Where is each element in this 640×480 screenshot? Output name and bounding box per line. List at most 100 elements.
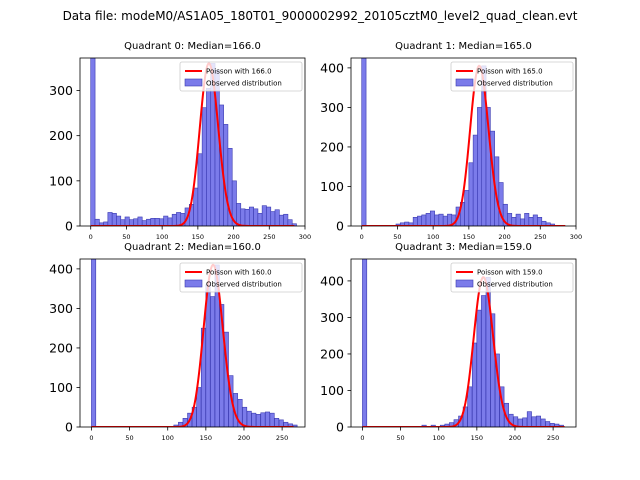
x-tick-label: 50 [396, 434, 404, 442]
legend-box [179, 61, 303, 92]
y-tick-label: 400 [49, 261, 73, 276]
histogram-bar [257, 213, 263, 226]
quadrant-0-panel: 0 50 100 150 200 250 300 0 100 200 300 Quadrant 0: … [49, 41, 311, 241]
histogram-bar [532, 214, 538, 226]
x-tick-label: 0 [360, 434, 364, 442]
x-tick-label: 250 [276, 434, 288, 442]
y-tick-label: 100 [320, 383, 344, 398]
figure-title: Data file: modeM0/AS1A05_180T01_90000029… [62, 9, 578, 23]
y-tick-label: 100 [49, 380, 73, 395]
histogram-bar [193, 187, 199, 226]
poisson-curve [362, 276, 565, 427]
histogram-bar [244, 208, 250, 226]
legend-label: Observed distribution [477, 281, 553, 289]
histogram-bar [515, 213, 521, 226]
histogram-bar [201, 107, 207, 226]
histogram-bar [150, 218, 156, 226]
histogram-bar [146, 218, 152, 226]
histogram-bar [253, 208, 259, 226]
histogram-bar [278, 214, 284, 226]
legend-bar-swatch [184, 78, 203, 87]
histogram-bar [362, 259, 368, 427]
axes-frame [79, 57, 306, 227]
axes-frame [350, 57, 577, 227]
poisson-curve [90, 62, 295, 226]
axes-frame [79, 258, 306, 428]
histogram-bar [94, 218, 100, 226]
histogram-bar [442, 215, 448, 226]
histogram-bar [107, 212, 113, 226]
y-tick-label: 300 [320, 310, 344, 325]
y-tick-label: 400 [320, 60, 344, 75]
histogram-bar [255, 414, 261, 427]
y-tick-label: 0 [336, 420, 344, 435]
legend: Poisson with 165.0 Observed distribution [450, 61, 574, 92]
y-tick-label: 100 [49, 173, 73, 188]
histogram-bar [137, 216, 143, 226]
legend-box [179, 262, 303, 293]
histogram-bar [269, 412, 275, 427]
x-tick-label: 200 [498, 233, 510, 241]
x-tick-label: 50 [122, 233, 130, 241]
legend-label: Poisson with 166.0 [206, 68, 272, 76]
panel-title: Quadrant 3: Median=159.0 [395, 242, 532, 253]
x-tick-label: 100 [427, 233, 439, 241]
histogram-bar [274, 209, 280, 226]
histogram-bar [124, 216, 130, 226]
legend-label: Observed distribution [206, 80, 282, 88]
histogram-bar [522, 417, 528, 427]
histogram-bar [361, 58, 367, 226]
x-tick-label: 250 [534, 233, 546, 241]
histogram-bar [476, 309, 482, 427]
y-tick-label: 200 [49, 128, 73, 143]
histogram-bar [438, 213, 444, 226]
panel-title: Quadrant 1: Median=165.0 [395, 41, 532, 52]
x-tick-label: 200 [238, 434, 250, 442]
histogram-bars [361, 58, 555, 226]
x-tick-label: 0 [89, 434, 93, 442]
legend: Poisson with 159.0 Observed distribution [450, 262, 574, 293]
histogram-bar [261, 205, 267, 226]
histogram-bar [425, 213, 431, 226]
panel-title: Quadrant 2: Median=160.0 [124, 242, 261, 253]
x-tick-label: 300 [570, 233, 582, 241]
histogram-bar [481, 295, 487, 427]
histogram-bar [519, 218, 525, 226]
histogram-bar [417, 215, 423, 226]
quadrant-1-panel: 0 50 100 150 200 250 300 0 100 200 300 400 Quadrant … [320, 41, 582, 241]
quadrant-2-panel: 0 50 100 150 200 250 0 100 200 300 400 Quadrant 2: … [49, 242, 306, 442]
quadrant-3-panel: 0 50 100 150 200 250 0 100 200 300 400 Quadrant 3: … [320, 242, 577, 442]
histogram-bar [528, 217, 534, 226]
x-tick-label: 100 [162, 434, 174, 442]
histogram-bar [246, 410, 252, 427]
histogram-bar [540, 418, 546, 427]
x-tick-label: 200 [227, 233, 239, 241]
histogram-bar [133, 218, 139, 226]
histogram-bar [283, 213, 289, 226]
histogram-bar [524, 213, 530, 226]
x-tick-label: 50 [393, 233, 401, 241]
histogram-bar [278, 419, 284, 427]
histogram-bar [434, 214, 440, 226]
histogram-bar [206, 87, 212, 226]
legend: Poisson with 166.0 Observed distribution [179, 61, 303, 92]
x-tick-label: 150 [192, 233, 204, 241]
x-tick-label: 100 [156, 233, 168, 241]
x-tick-label: 250 [547, 434, 559, 442]
x-tick-label: 150 [471, 434, 483, 442]
x-tick-label: 0 [89, 233, 93, 241]
histogram-bar [270, 211, 276, 226]
histogram-bar [176, 212, 182, 226]
x-tick-label: 300 [299, 233, 311, 241]
legend-label: Poisson with 159.0 [477, 269, 543, 277]
legend-label: Observed distribution [477, 80, 553, 88]
histogram-bar [265, 411, 270, 427]
histogram-bar [468, 162, 474, 226]
y-tick-label: 0 [65, 219, 73, 234]
histogram-bar [116, 215, 122, 226]
y-tick-label: 300 [49, 83, 73, 98]
y-tick-label: 300 [320, 100, 344, 115]
legend-box [450, 262, 574, 293]
legend-label: Observed distribution [206, 281, 282, 289]
